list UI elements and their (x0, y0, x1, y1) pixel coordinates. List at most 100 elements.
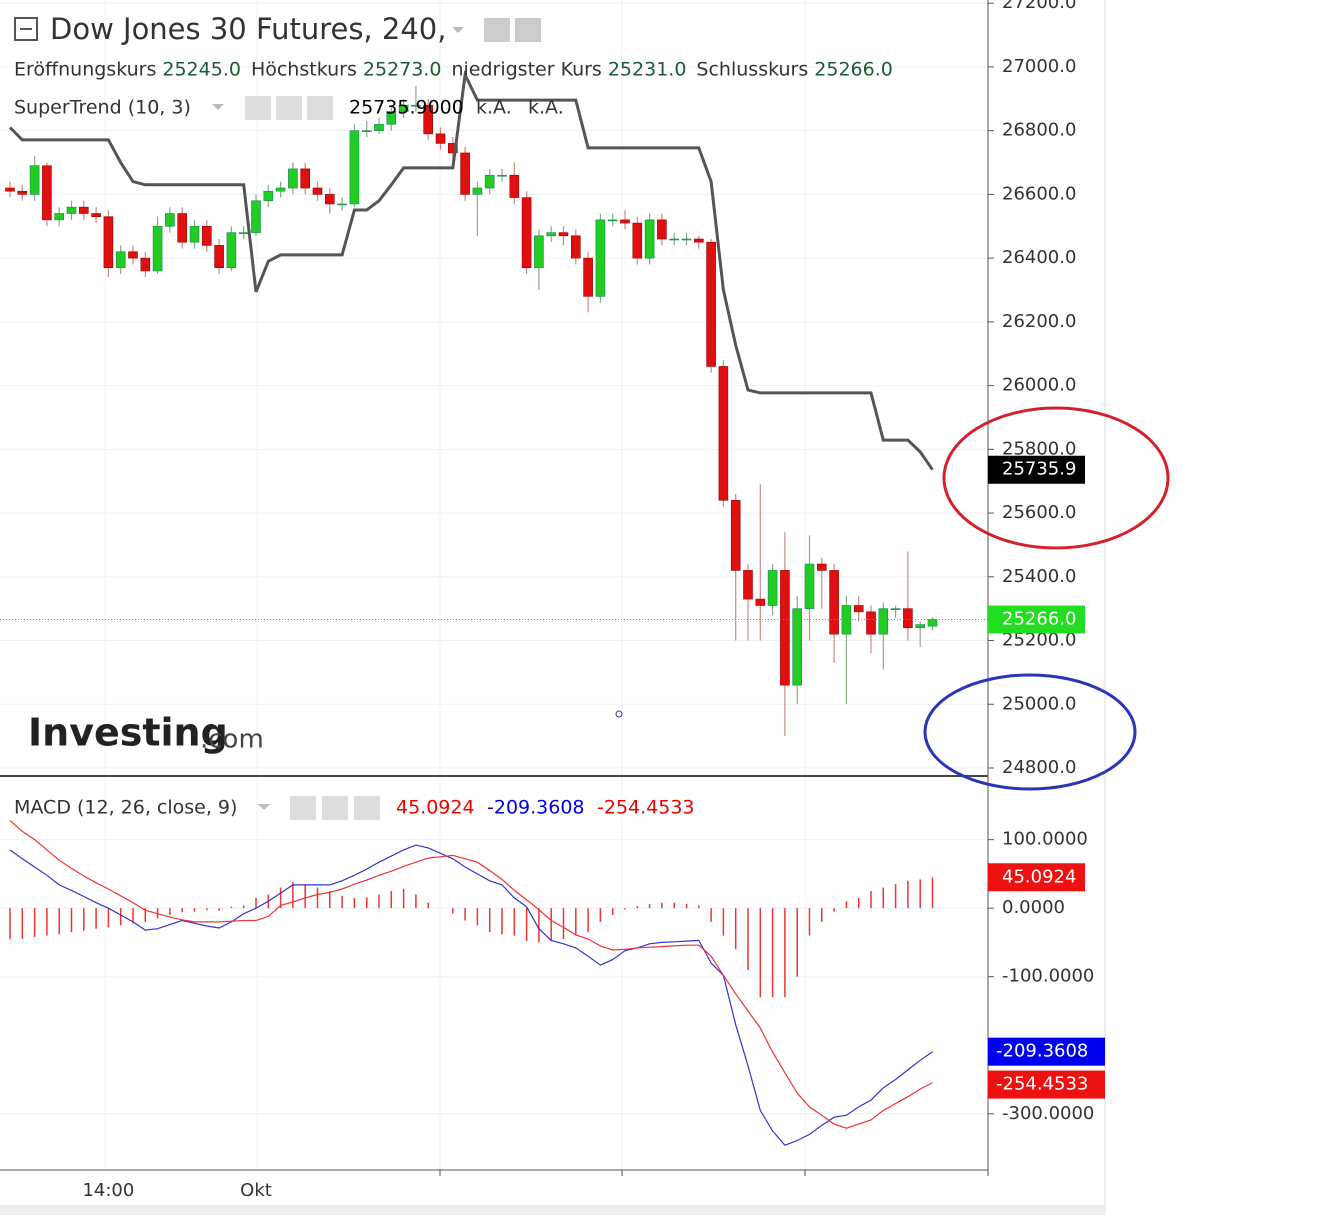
y-tick-label: 25800.0 (1002, 438, 1076, 459)
candle-body (361, 130, 372, 132)
candle-body (349, 130, 360, 205)
candle-body (177, 213, 187, 243)
macd-line (9, 819, 933, 1129)
candle-body (927, 619, 938, 627)
y-tick-label: -100.0000 (1002, 966, 1094, 987)
candle-body (435, 133, 446, 144)
price-badge (988, 605, 1085, 634)
y-tick-label: 0.0000 (1002, 897, 1065, 918)
candle-body (657, 219, 667, 240)
candle-body (804, 563, 815, 609)
macd-readout: 45.0924 (396, 797, 475, 819)
candle-body (583, 257, 593, 297)
collapse-icon[interactable] (14, 17, 38, 41)
candle-body (669, 238, 680, 241)
candle-body (202, 225, 212, 246)
macd-readout: -209.3608 (487, 797, 585, 819)
scroll-bar (0, 1205, 1105, 1215)
y-tick-label: 27000.0 (1002, 56, 1076, 77)
candle-body (497, 174, 507, 177)
legend-value: 25266.0 (814, 59, 893, 81)
eye-icon[interactable] (245, 96, 271, 120)
candle-body (398, 104, 409, 112)
y-tick-label: 25600.0 (1002, 502, 1076, 523)
candle-body (5, 187, 15, 192)
candle-body (718, 366, 729, 501)
candle-body (66, 206, 77, 214)
indicator-readout: k.A. (528, 97, 564, 119)
candle-body (890, 608, 901, 610)
candle-body (324, 194, 335, 205)
y-tick-label: 25000.0 (1002, 693, 1076, 714)
candle-body (866, 611, 876, 635)
indicator-name: MACD (12, 26, close, 9) (14, 797, 237, 819)
candle-body (29, 165, 40, 195)
candle-body (411, 104, 421, 107)
candle-body (288, 168, 298, 189)
settings-icon[interactable] (515, 18, 541, 42)
candle-body (17, 190, 28, 195)
logo: Investing (28, 711, 228, 755)
y-tick-label: -300.0000 (1002, 1103, 1094, 1124)
dropdown[interactable] (452, 27, 464, 33)
annotation-circle (942, 406, 1170, 550)
price-badge-label: 25266.0 (1002, 608, 1076, 629)
candle-body (509, 174, 520, 198)
candle-body (534, 235, 544, 268)
legend-label: Höchstkurs (251, 59, 357, 81)
macd-line (9, 844, 933, 1147)
candle-body (632, 222, 643, 259)
candle-body (853, 605, 864, 613)
candle-body (780, 570, 790, 686)
legend-label: Schlusskurs (696, 59, 808, 81)
candle-body (767, 570, 778, 606)
value-badge-label: -209.3608 (996, 1041, 1088, 1062)
candle-body (607, 219, 618, 222)
indicator-readout: k.A. (476, 97, 512, 119)
y-tick-label: 24800.0 (1002, 757, 1076, 778)
candle-body (226, 232, 237, 268)
candle-body (54, 213, 65, 221)
candle-body (570, 235, 581, 259)
candle-body (792, 608, 803, 686)
candle-body (214, 245, 224, 268)
candle-body (644, 219, 655, 259)
legend-value: 25231.0 (608, 59, 687, 81)
indicator-readout: 25735.9000 (349, 97, 464, 119)
candle-body (386, 111, 397, 125)
candle-body (484, 174, 495, 189)
y-tick-label: 26600.0 (1002, 183, 1076, 204)
candle-body (275, 187, 286, 192)
candle-body (681, 238, 692, 241)
value-badge-label: -254.4533 (996, 1074, 1088, 1095)
candle-body (263, 190, 274, 202)
value-badge (988, 1037, 1105, 1066)
settings-icon[interactable] (276, 96, 302, 120)
close-icon[interactable] (307, 96, 333, 120)
dropdown[interactable] (212, 104, 224, 110)
settings-icon[interactable] (322, 796, 348, 820)
legend-label: niedrigster Kurs (451, 59, 601, 81)
y-tick-label: 25400.0 (1002, 566, 1076, 587)
candle-body (829, 570, 839, 635)
time-ticks (439, 1170, 989, 1176)
candle-body (706, 241, 716, 367)
candle-body (91, 213, 101, 217)
legend-label: Eröffnungskurs (14, 59, 156, 81)
close-icon[interactable] (354, 796, 380, 820)
candle-body (337, 203, 347, 206)
candle-body (189, 225, 200, 243)
candle-body (42, 165, 52, 221)
candle-body (521, 197, 532, 268)
dropdown[interactable] (258, 804, 270, 810)
legend-value: 25245.0 (162, 59, 241, 81)
eye-icon[interactable] (484, 18, 510, 42)
eye-icon[interactable] (290, 796, 316, 820)
supertrend-line (8, 69, 934, 471)
candle-body (79, 206, 89, 214)
candle-body (620, 219, 630, 224)
supertrend-badge (988, 455, 1085, 484)
candle-body (238, 232, 249, 234)
candle-body (743, 570, 753, 600)
